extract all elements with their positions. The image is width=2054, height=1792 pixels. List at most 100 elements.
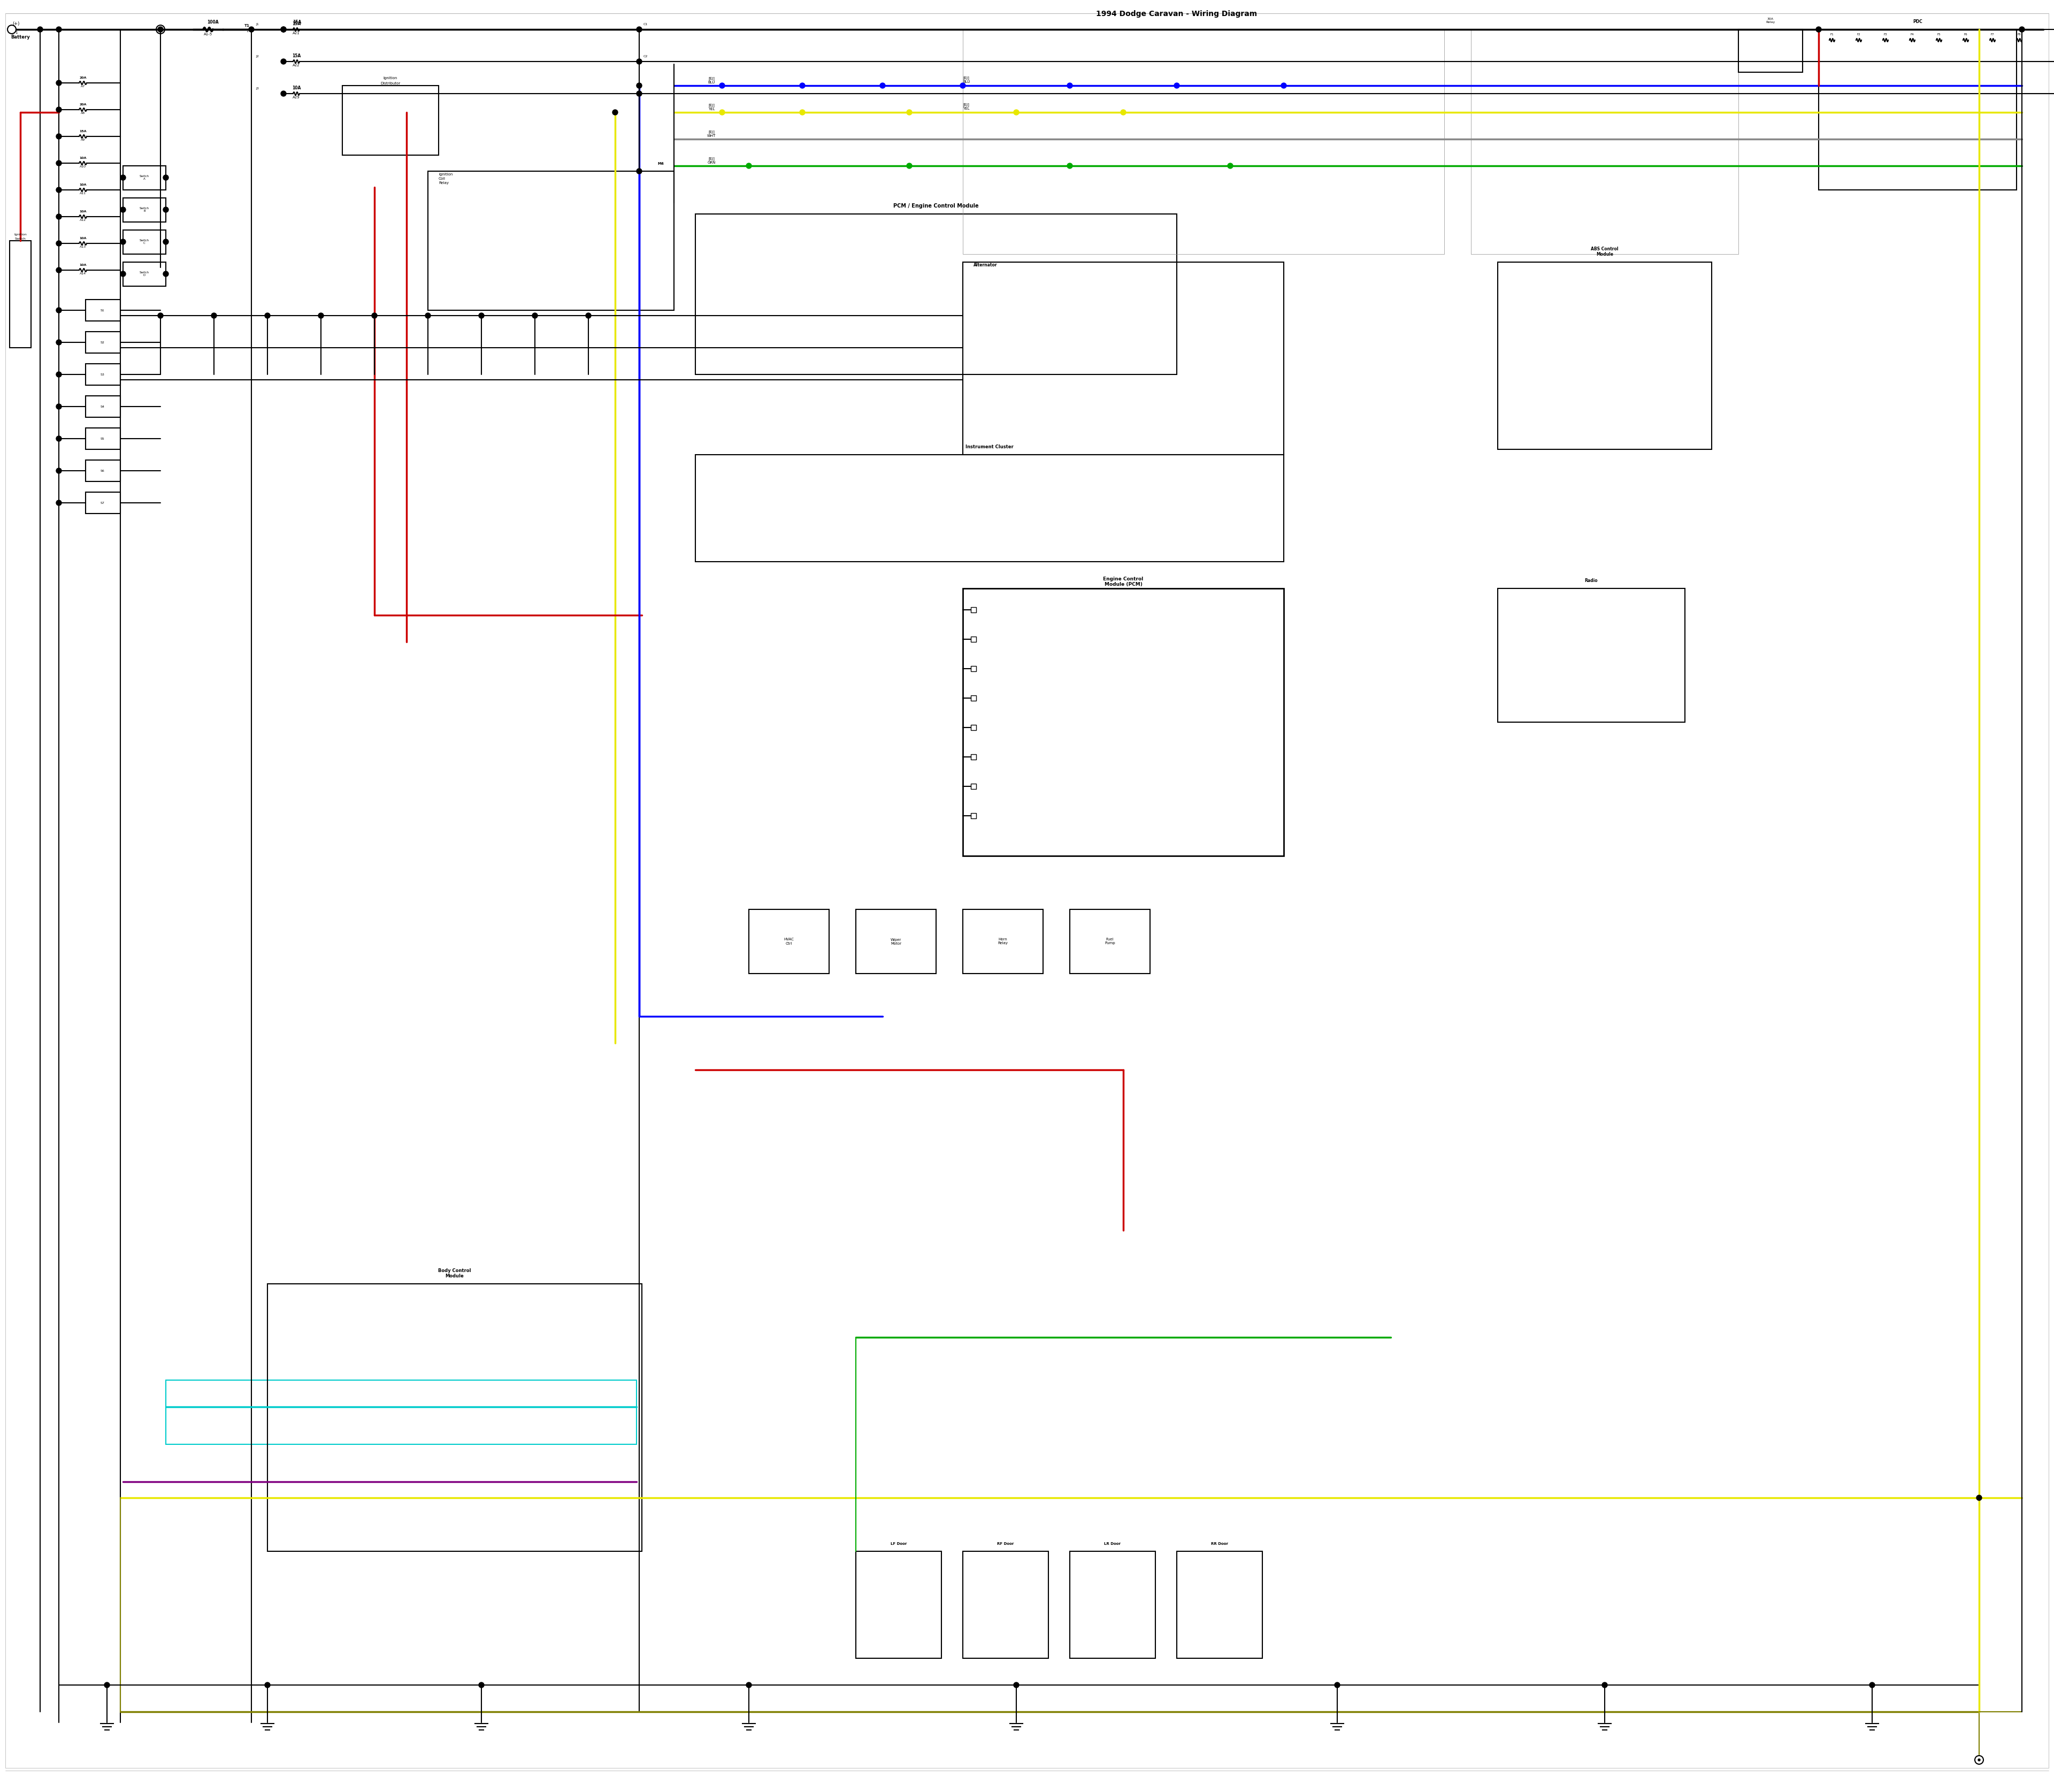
Bar — [86, 364, 121, 385]
Circle shape — [906, 109, 912, 115]
Bar — [10, 240, 31, 348]
Text: 10A: 10A — [80, 210, 86, 213]
Text: A29: A29 — [292, 95, 300, 99]
Text: C2: C2 — [643, 56, 647, 57]
Text: (+): (+) — [12, 22, 21, 27]
Circle shape — [265, 1683, 271, 1688]
Bar — [86, 299, 121, 321]
Bar — [86, 461, 121, 482]
Bar — [857, 909, 937, 973]
Text: F5: F5 — [1937, 34, 1941, 36]
Circle shape — [55, 340, 62, 346]
Circle shape — [746, 163, 752, 168]
Bar — [972, 724, 976, 729]
Circle shape — [1978, 1758, 1980, 1762]
Text: F1: F1 — [1830, 34, 1834, 36]
Text: S6: S6 — [101, 470, 105, 471]
Text: S7: S7 — [101, 502, 105, 504]
Bar — [123, 167, 166, 190]
Text: Body Control
Module: Body Control Module — [438, 1269, 470, 1278]
Text: Fuel
Pump: Fuel Pump — [1105, 937, 1115, 944]
Bar — [963, 1552, 1048, 1658]
Bar — [972, 814, 976, 819]
Bar — [343, 86, 440, 156]
Bar — [963, 588, 1284, 857]
Bar — [963, 909, 1043, 973]
Circle shape — [55, 134, 62, 140]
Bar — [972, 783, 976, 788]
Text: A14: A14 — [80, 272, 86, 274]
Text: Switch
B: Switch B — [140, 206, 150, 213]
Bar — [86, 493, 121, 514]
Bar — [750, 909, 830, 973]
Circle shape — [637, 91, 641, 97]
Circle shape — [719, 109, 725, 115]
Text: Wiper
Motor: Wiper Motor — [891, 937, 902, 944]
Text: S3: S3 — [101, 373, 105, 376]
Circle shape — [585, 314, 592, 319]
Text: GRN: GRN — [707, 161, 715, 165]
Text: WHT: WHT — [707, 134, 715, 138]
Text: 15A: 15A — [292, 22, 300, 27]
Bar — [1070, 909, 1150, 973]
Bar — [972, 607, 976, 613]
Bar — [123, 229, 166, 254]
Text: 10A: 10A — [80, 183, 86, 186]
Circle shape — [746, 1683, 752, 1688]
Text: Radio: Radio — [1586, 579, 1598, 582]
Circle shape — [162, 208, 168, 213]
Text: LR Door: LR Door — [1105, 1543, 1121, 1545]
Bar — [267, 1283, 641, 1552]
Bar — [86, 428, 121, 450]
Circle shape — [1282, 82, 1286, 88]
Circle shape — [55, 500, 62, 505]
Text: Distributor: Distributor — [380, 82, 401, 84]
Text: S4: S4 — [101, 405, 105, 409]
Circle shape — [637, 82, 641, 88]
Text: Alternator: Alternator — [974, 263, 998, 267]
Circle shape — [479, 1683, 485, 1688]
Text: A11: A11 — [80, 192, 86, 195]
Circle shape — [55, 240, 62, 246]
Bar — [1471, 29, 1738, 254]
Text: Relay: Relay — [440, 181, 448, 185]
Text: Battery: Battery — [10, 34, 31, 39]
Text: 100A: 100A — [207, 20, 218, 25]
Text: 1: 1 — [14, 30, 16, 34]
Bar — [86, 332, 121, 353]
Text: [EJ]
BLU: [EJ] BLU — [963, 75, 969, 84]
Bar — [166, 1380, 637, 1444]
Text: Ignition: Ignition — [14, 233, 27, 237]
Text: A8: A8 — [80, 111, 84, 115]
Circle shape — [55, 108, 62, 113]
Circle shape — [162, 271, 168, 276]
Circle shape — [158, 27, 162, 32]
Text: Switch
A: Switch A — [140, 174, 150, 181]
Text: A10: A10 — [80, 165, 86, 168]
Circle shape — [1068, 163, 1072, 168]
Circle shape — [1013, 1683, 1019, 1688]
Circle shape — [532, 314, 538, 319]
Bar — [696, 455, 1284, 561]
Bar — [972, 636, 976, 642]
Text: YEL: YEL — [709, 108, 715, 111]
Circle shape — [55, 435, 62, 441]
Text: Switch
C: Switch C — [140, 238, 150, 246]
Circle shape — [55, 267, 62, 272]
Circle shape — [1602, 1683, 1608, 1688]
Text: A21: A21 — [292, 32, 300, 34]
Text: 10A: 10A — [80, 263, 86, 267]
Circle shape — [55, 403, 62, 409]
Text: F3: F3 — [1884, 34, 1888, 36]
Text: 15A: 15A — [292, 54, 300, 59]
Text: 20A: 20A — [80, 77, 86, 79]
Text: 10A: 10A — [80, 237, 86, 240]
Circle shape — [1869, 1683, 1875, 1688]
Text: 20A: 20A — [80, 104, 86, 106]
Bar — [1177, 1552, 1263, 1658]
Circle shape — [37, 27, 43, 32]
Text: HVAC
Ctrl: HVAC Ctrl — [785, 937, 795, 944]
Circle shape — [121, 208, 125, 213]
Bar — [1738, 29, 1803, 72]
Text: F8: F8 — [2017, 34, 2021, 36]
